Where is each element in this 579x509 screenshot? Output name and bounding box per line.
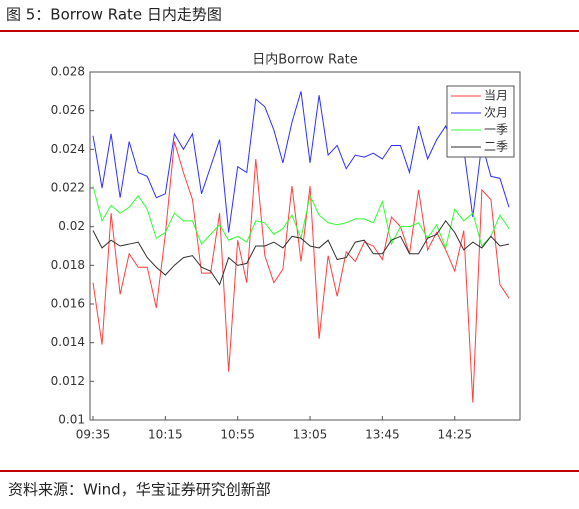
series-line (92, 220, 510, 286)
x-tick-label: 14:25 (437, 428, 472, 442)
y-tick-label: 0.02 (58, 219, 85, 233)
legend-label: 当月 (484, 89, 508, 103)
y-tick-label: 0.026 (51, 103, 85, 117)
y-tick-label: 0.014 (51, 335, 85, 349)
plot-frame (89, 71, 521, 421)
legend-box (446, 85, 515, 158)
x-tick-label: 10:15 (148, 428, 183, 442)
y-tick-label: 0.028 (51, 65, 85, 79)
chart-title: 日内Borrow Rate (252, 52, 358, 68)
x-tick-label: 09:35 (76, 428, 111, 442)
y-tick-label: 0.024 (51, 142, 85, 156)
series-line (92, 91, 510, 233)
x-tick-label: 10:55 (220, 428, 255, 442)
legend-label: 次月 (484, 106, 508, 120)
header-title: 图 5：Borrow Rate 日内走势图 (6, 6, 222, 24)
y-tick-label: 0.022 (51, 181, 85, 195)
x-tick-label: 13:45 (365, 428, 400, 442)
x-tick-label: 13:05 (293, 428, 328, 442)
legend-label: 一季 (484, 123, 508, 137)
y-tick-label: 0.012 (51, 374, 85, 388)
y-tick-label: 0.018 (51, 258, 85, 272)
legend-label: 二季 (484, 140, 508, 154)
y-tick-label: 0.01 (58, 413, 85, 427)
y-tick-label: 0.016 (51, 297, 85, 311)
series-line (92, 141, 510, 403)
footer-source: 资料来源：Wind，华宝证券研究创新部 (8, 481, 271, 499)
